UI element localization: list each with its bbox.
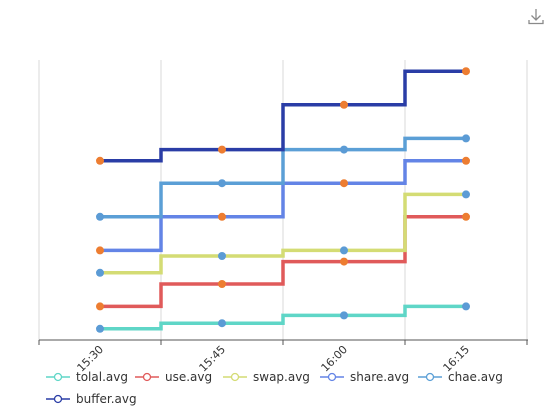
- legend-item[interactable]: buffer.avg: [46, 392, 137, 406]
- data-point: [462, 302, 470, 311]
- legend-label: chae.avg: [448, 370, 503, 384]
- data-point: [96, 212, 104, 221]
- series-line: [100, 304, 466, 331]
- legend-swatch-marker: [53, 372, 63, 382]
- legend-item[interactable]: tolal.avg: [46, 370, 128, 384]
- legend-label: share.avg: [350, 370, 409, 384]
- data-point: [462, 156, 470, 165]
- data-point: [218, 179, 226, 188]
- legend: tolal.avg use.avg swap.avg share.avg chae.av…: [46, 370, 503, 406]
- data-point: [462, 67, 470, 76]
- series-lines: [100, 69, 466, 331]
- data-point: [218, 145, 226, 154]
- legend-item[interactable]: swap.avg: [223, 370, 310, 384]
- data-point: [340, 311, 348, 320]
- legend-label: swap.avg: [253, 370, 310, 384]
- legend-item[interactable]: chae.avg: [418, 370, 503, 384]
- data-point: [96, 302, 104, 311]
- series-line: [100, 136, 466, 219]
- data-point: [462, 134, 470, 143]
- legend-swatch-marker: [142, 372, 152, 382]
- data-point: [340, 257, 348, 266]
- data-point: [96, 246, 104, 255]
- data-point: [340, 145, 348, 154]
- data-point: [218, 212, 226, 221]
- x-tick-label: 16:00: [319, 343, 351, 375]
- data-point: [462, 212, 470, 221]
- legend-swatch-marker: [327, 372, 337, 382]
- data-point: [340, 179, 348, 188]
- legend-label: tolal.avg: [76, 370, 128, 384]
- legend-item[interactable]: share.avg: [320, 370, 409, 384]
- series-line: [100, 159, 466, 253]
- data-point: [96, 268, 104, 277]
- legend-swatch-marker: [53, 394, 63, 404]
- data-point: [340, 246, 348, 255]
- series-points: [96, 67, 470, 333]
- data-point: [462, 190, 470, 199]
- data-point: [218, 252, 226, 260]
- data-point: [218, 280, 226, 288]
- legend-item[interactable]: use.avg: [135, 370, 212, 384]
- legend-label: buffer.avg: [76, 392, 137, 406]
- legend-swatch-marker: [230, 372, 240, 382]
- legend-label: use.avg: [165, 370, 212, 384]
- series-line: [100, 69, 466, 163]
- data-point: [340, 100, 348, 109]
- legend-swatch-marker: [425, 372, 435, 382]
- data-point: [96, 324, 104, 333]
- download-icon[interactable]: [525, 5, 547, 27]
- data-point: [96, 156, 104, 165]
- series-line: [100, 192, 466, 275]
- data-point: [218, 319, 226, 328]
